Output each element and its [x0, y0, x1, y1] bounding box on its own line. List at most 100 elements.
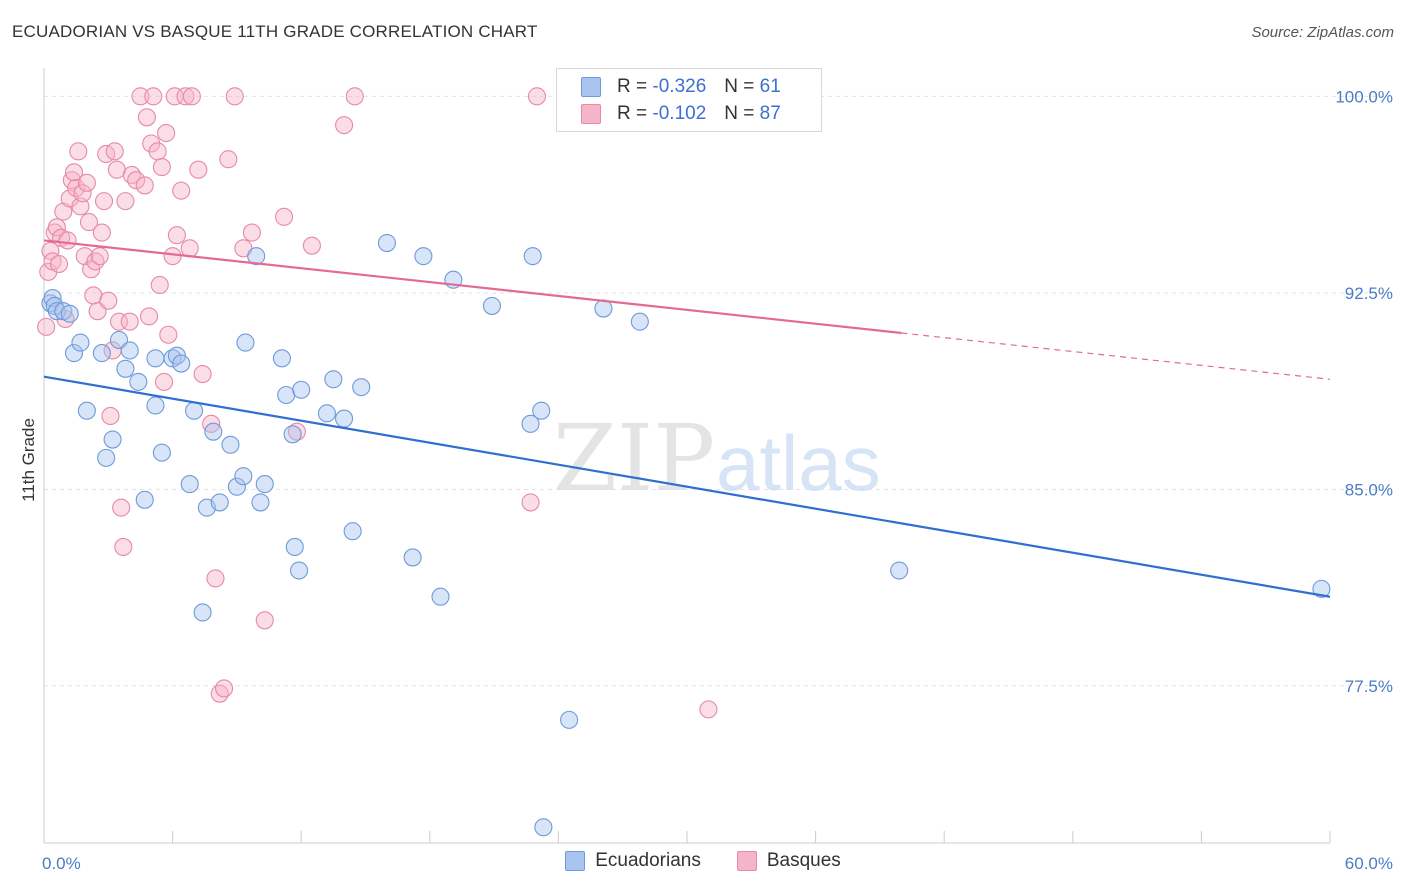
ecuadorians-point: [129, 372, 148, 391]
ecuadorians-point: [146, 396, 165, 415]
basques-point: [137, 108, 156, 127]
basques-point: [120, 312, 139, 331]
ecuadorians-point: [77, 401, 96, 420]
basques-point: [71, 197, 90, 216]
ecuadorians-points: [41, 234, 1331, 837]
basques-point: [107, 160, 126, 179]
ecuadorians-point: [272, 349, 291, 368]
basques-point: [219, 150, 238, 169]
basques-point: [255, 611, 274, 630]
ecuadorians-point: [146, 349, 165, 368]
ecuadorians-point: [64, 344, 84, 363]
basques-point: [214, 679, 234, 698]
ecuadorians-point: [523, 247, 542, 266]
ecuadorians-point: [431, 587, 450, 606]
basques-point: [69, 142, 88, 161]
ecuadorians-point: [120, 341, 139, 360]
basques-point: [73, 184, 92, 203]
basques-point: [37, 317, 56, 336]
basques-point: [193, 364, 212, 384]
legend-swatch-basques: [736, 851, 757, 871]
basques-point: [131, 87, 150, 106]
basques-point: [90, 247, 109, 266]
ecuadorians-point: [521, 414, 540, 433]
basques-point: [148, 142, 167, 161]
ecuadorians-point: [234, 467, 253, 486]
legend-label-ecuadorians: Ecuadorians: [595, 850, 701, 871]
grid-lines: [44, 95, 1390, 687]
series-legend: Ecuadorians Basques: [0, 850, 1406, 872]
basques-point: [58, 231, 77, 250]
basques-point: [159, 325, 178, 344]
ecuadorians-point: [236, 333, 255, 352]
legend-item-ecuadorians[interactable]: Ecuadorians: [565, 850, 701, 872]
ecuadorians-point: [285, 537, 304, 557]
basques-point: [242, 223, 261, 242]
ecuadorians-point: [630, 312, 649, 331]
basques-point: [189, 160, 208, 179]
ecuadorians-point: [414, 247, 433, 266]
basques-point: [101, 406, 120, 426]
watermark-atlas: atlas: [716, 419, 881, 507]
ecuadorians-point: [277, 385, 296, 405]
ecuadorians-point: [247, 247, 266, 266]
legend-r-label: R =: [617, 103, 648, 124]
basques-point: [75, 247, 94, 266]
basques-point: [163, 247, 182, 266]
basques-point: [54, 202, 73, 221]
basques-trend-line: [43, 239, 902, 335]
basques-point: [157, 123, 176, 143]
legend-n-label: N =: [724, 103, 755, 124]
ecuadorians-point: [403, 548, 422, 567]
x-tick-label: 0.0%: [42, 854, 81, 873]
ecuadorians-point: [204, 422, 223, 441]
basques-point: [699, 700, 718, 719]
axes: [43, 68, 1331, 844]
legend-swatch-ecuadorians: [581, 77, 601, 97]
basques-point: [335, 116, 354, 135]
ecuadorians-point: [290, 561, 309, 580]
y-axis-label: 11th Grade: [19, 418, 38, 502]
legend-row-ecuadorians: R = -0.326 N = 61: [581, 74, 781, 100]
basques-point: [127, 171, 146, 190]
basques-point: [94, 192, 114, 211]
legend-n-value: 87: [759, 103, 781, 124]
basques-point: [150, 275, 169, 295]
ecuadorians-point: [184, 401, 204, 420]
basques-point: [176, 87, 195, 106]
basques-point: [521, 493, 540, 512]
ecuadorians-point: [103, 430, 122, 449]
y-tick-label: 92.5%: [1345, 284, 1393, 303]
legend-label-basques: Basques: [766, 850, 841, 871]
basques-points: [37, 87, 761, 719]
ecuadorians-point: [251, 493, 270, 512]
basques-point: [84, 286, 103, 305]
ecuadorians-point: [255, 475, 274, 494]
ecuadorians-point: [221, 435, 240, 454]
ecuadorians-point: [180, 475, 199, 494]
y-tick-label: 77.5%: [1345, 677, 1393, 696]
ecuadorians-point: [317, 404, 336, 423]
basques-point: [99, 291, 118, 310]
legend-r-value: -0.326: [652, 76, 707, 97]
legend-item-basques[interactable]: Basques: [736, 850, 841, 872]
legend-swatch-ecuadorians: [565, 851, 586, 871]
basques-point: [109, 312, 129, 331]
basques-point: [154, 372, 174, 391]
basques-point: [182, 87, 201, 106]
watermark-zip: ZIP: [553, 405, 715, 512]
basques-point: [49, 254, 69, 274]
basques-point: [275, 207, 294, 226]
correlation-legend: R = -0.326 N = 61 R = -0.102 N = 87: [556, 68, 822, 132]
basques-point: [116, 192, 135, 211]
ecuadorians-point: [890, 561, 909, 580]
ecuadorians-point: [324, 370, 343, 389]
basques-point: [77, 173, 96, 192]
basques-point: [144, 87, 163, 106]
basques-point: [345, 87, 364, 106]
basques-point: [92, 223, 111, 242]
basques-point: [302, 236, 321, 255]
trend-lines: [43, 239, 1331, 598]
legend-r-label: R =: [617, 76, 648, 97]
